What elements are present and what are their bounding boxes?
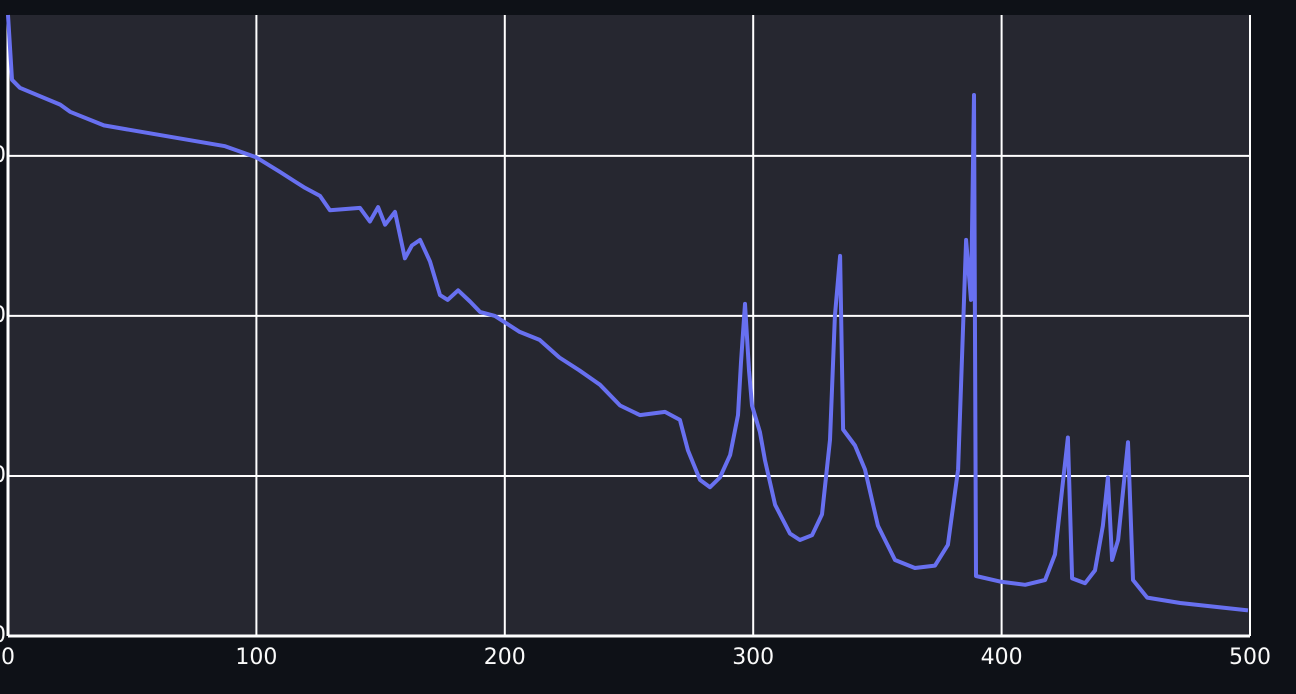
x-tick-label: 500 [1229,645,1271,670]
x-tick-label: 200 [484,645,526,670]
x-tick-label: 400 [981,645,1023,670]
x-tick-label: 0 [1,645,15,670]
x-tick-label: 300 [732,645,774,670]
x-tick-label: 100 [235,645,277,670]
y-tick-label: 0 [0,623,6,648]
y-tick-label: 20 [0,303,6,328]
y-tick-label: 10 [0,463,6,488]
data-line [6,14,1249,613]
y-tick-label: 30 [0,143,6,168]
plot-area [8,15,1250,636]
